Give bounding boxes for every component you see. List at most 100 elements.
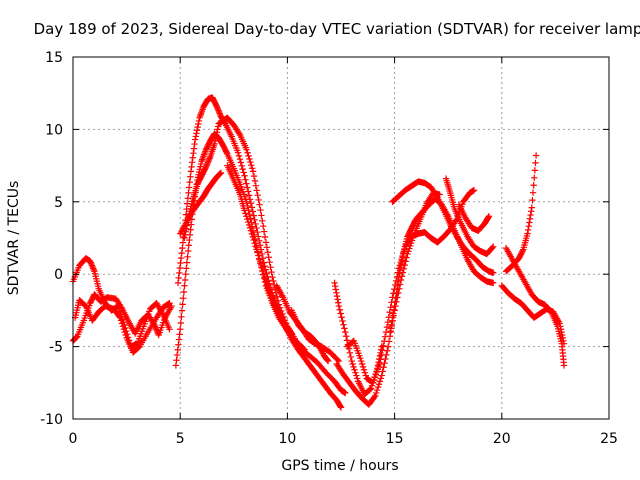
data-point: [242, 176, 249, 183]
data-point: [381, 359, 388, 367]
data-point: [247, 215, 254, 222]
data-point: [192, 136, 199, 143]
series-sat-g: [177, 169, 225, 237]
data-point: [193, 130, 200, 137]
data-point: [357, 354, 364, 362]
series-sat-q: [442, 175, 497, 258]
data-point: [213, 103, 220, 110]
series-sat-f: [181, 114, 308, 353]
data-point: [241, 207, 248, 214]
data-point: [118, 304, 125, 311]
data-point: [72, 334, 80, 341]
data-point: [154, 330, 162, 337]
data-point: [190, 149, 197, 157]
data-point: [177, 259, 184, 267]
data-point: [237, 159, 245, 166]
data-point: [388, 321, 395, 328]
data-point: [360, 366, 368, 373]
data-point: [213, 131, 220, 139]
data-point: [399, 254, 406, 261]
data-point: [383, 323, 391, 331]
data-point: [187, 168, 195, 175]
data-point: [519, 247, 526, 255]
data-point: [185, 189, 192, 197]
data-point: [560, 337, 567, 345]
data-point: [337, 404, 345, 411]
y-tick-label: 0: [54, 267, 63, 283]
data-point: [186, 236, 193, 244]
data-point: [386, 309, 393, 316]
data-point: [183, 259, 191, 266]
data-point: [354, 375, 361, 382]
data-point: [195, 117, 203, 125]
data-point: [257, 261, 265, 269]
data-point: [214, 105, 222, 113]
data-point: [90, 265, 97, 272]
data-point: [186, 178, 193, 186]
data-point: [203, 162, 210, 169]
data-point: [374, 383, 382, 391]
data-point: [194, 123, 201, 131]
data-point: [256, 242, 264, 249]
data-point: [174, 279, 182, 287]
data-point: [387, 304, 394, 311]
data-point: [353, 372, 360, 379]
data-point: [172, 362, 180, 369]
data-point: [244, 184, 251, 191]
data-point: [181, 231, 189, 239]
data-point: [490, 243, 497, 250]
data-point: [244, 188, 252, 195]
data-point: [234, 149, 242, 156]
data-point: [204, 159, 211, 166]
data-point: [255, 196, 262, 204]
data-point: [184, 195, 192, 202]
data-point: [371, 393, 378, 401]
data-point: [211, 137, 219, 145]
data-point: [244, 218, 252, 226]
data-point: [268, 268, 275, 276]
data-point: [260, 223, 267, 230]
data-point: [217, 170, 224, 177]
data-point: [258, 212, 265, 219]
data-point: [250, 172, 258, 180]
data-point: [188, 159, 196, 166]
data-point: [398, 257, 406, 264]
data-point: [211, 140, 218, 148]
data-point: [324, 357, 331, 364]
chart-title: Day 189 of 2023, Sidereal Day-to-day VTE…: [34, 20, 640, 38]
data-point: [254, 249, 261, 256]
data-point: [524, 226, 532, 234]
data-point: [180, 288, 188, 296]
data-point: [380, 338, 388, 345]
data-point: [256, 258, 264, 265]
data-point: [373, 386, 381, 394]
data-point: [244, 215, 251, 223]
data-point: [402, 258, 409, 265]
data-point: [381, 333, 389, 340]
data-point: [88, 262, 96, 269]
data-point: [245, 221, 253, 229]
data-point: [452, 217, 460, 224]
data-point: [252, 220, 259, 228]
data-point: [526, 215, 534, 222]
data-point: [89, 263, 96, 271]
data-point: [489, 244, 496, 251]
series-sat-k: [288, 307, 332, 365]
data-point: [525, 223, 532, 230]
data-point: [393, 286, 401, 293]
data-point: [394, 282, 401, 289]
data-point: [179, 244, 186, 252]
data-point: [333, 289, 340, 297]
data-point: [248, 165, 256, 172]
data-point: [188, 163, 195, 171]
series-sat-t: [502, 152, 540, 275]
data-point: [358, 360, 366, 368]
data-point: [184, 253, 191, 261]
data-point: [191, 140, 198, 148]
data-point: [384, 343, 392, 350]
data-point: [177, 319, 185, 327]
data-point: [248, 230, 256, 238]
data-point: [373, 389, 380, 397]
data-point: [433, 192, 440, 200]
data-point: [341, 325, 348, 332]
